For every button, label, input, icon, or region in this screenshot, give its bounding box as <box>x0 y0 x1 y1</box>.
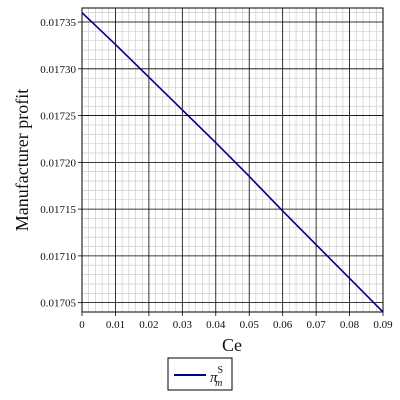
x-tick-label: 0.03 <box>173 319 193 331</box>
x-tick-label: 0.02 <box>139 319 158 331</box>
x-axis-label: Ce <box>222 335 242 355</box>
x-tick-label: 0.09 <box>373 319 393 331</box>
y-tick-label: 0.01720 <box>40 157 76 169</box>
x-tick-label: 0.01 <box>106 319 125 331</box>
y-axis-label: Manufacturer profit <box>12 89 32 231</box>
y-tick-label: 0.01705 <box>40 298 76 310</box>
y-tick-label: 0.01710 <box>40 251 76 263</box>
series-layer <box>81 12 384 313</box>
x-tick-label: 0.08 <box>340 319 360 331</box>
legend-symbol: π <box>210 370 218 386</box>
y-tick-label: 0.01715 <box>40 204 76 216</box>
x-axis-ticks: 0 0.01 0.02 0.03 0.04 0.05 0.06 0.07 0.08 0.09 <box>79 312 393 331</box>
legend-subscript: m <box>215 378 222 389</box>
y-tick-label: 0.01730 <box>40 64 76 76</box>
y-tick-label: 0.01725 <box>40 111 76 123</box>
x-tick-label: 0.07 <box>306 319 326 331</box>
legend: πS m <box>167 357 233 391</box>
plot-frame <box>81 7 384 313</box>
legend-label: πS m <box>210 365 223 389</box>
y-tick-label: 0.01735 <box>40 17 76 29</box>
x-tick-label: 0.04 <box>206 319 226 331</box>
x-tick-label: 0.06 <box>273 319 293 331</box>
x-tick-label: 0 <box>79 319 85 331</box>
y-axis-ticks: 0.01705 0.01710 0.01715 0.01720 0.01725 0.017… <box>40 17 82 310</box>
series-line <box>81 12 384 313</box>
x-tick-label: 0.05 <box>240 319 260 331</box>
legend-superscript: S <box>218 365 224 376</box>
